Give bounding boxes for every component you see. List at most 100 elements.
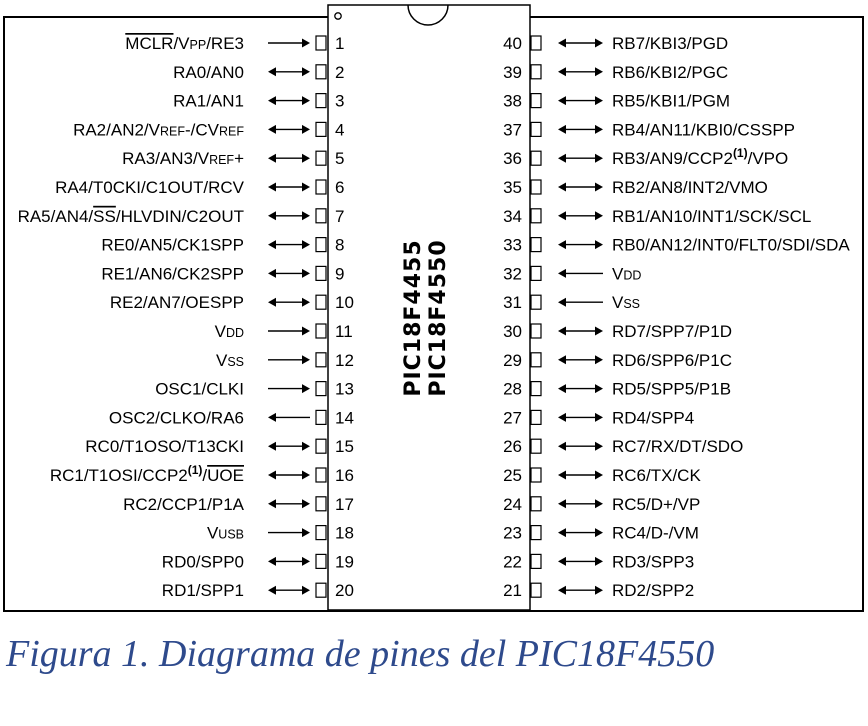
pin-12: 12 VSS [216, 351, 354, 370]
pin-arrow-bi [558, 153, 603, 163]
pin-arrow-in [268, 355, 310, 365]
pin-arrow-bi [268, 124, 310, 134]
pin-arrow-bi [268, 268, 310, 278]
arrow-head-icon [302, 528, 310, 538]
pin-arrow-bi [268, 182, 310, 192]
chip-name-pic18f4455: PIC18F4455 [401, 239, 426, 396]
pin1-marker-dot [334, 12, 342, 20]
arrow-head-icon [268, 412, 276, 422]
pin-label: RB1/AN10/INT1/SCK/SCL [612, 207, 811, 226]
arrow-head-icon [595, 441, 603, 451]
arrow-head-icon [302, 153, 310, 163]
pin-label-part: RD0/SPP0 [162, 552, 244, 571]
pin-number: 9 [335, 264, 344, 283]
pin-number: 13 [335, 380, 354, 399]
arrow-head-icon [558, 326, 566, 336]
pin-label-part: / [202, 466, 207, 485]
pin-number: 6 [335, 178, 344, 197]
pin-label: RE2/AN7/OESPP [110, 293, 244, 312]
pin-38: 38 RB5/KBI1/PGM [503, 92, 730, 111]
pin-label-part: RB4/AN11/KBI0/CSSPP [612, 120, 795, 139]
pin-pad [315, 582, 327, 598]
pin-18: 18 VUSB [207, 524, 354, 543]
pin-6: 6 RA4/T0CKI/C1OUT/RCV [55, 178, 344, 197]
pin-label-part: DD [226, 326, 244, 340]
pin-pad [530, 438, 542, 454]
pin-label: RB3/AN9/CCP2(1)/VPO [612, 146, 788, 168]
arrow-head-icon [558, 585, 566, 595]
arrow-head-icon [302, 585, 310, 595]
arrow-head-icon [268, 124, 276, 134]
pin-10: 10 RE2/AN7/OESPP [110, 293, 354, 312]
arrow-head-icon [558, 528, 566, 538]
pin-pad [315, 381, 327, 397]
pin-arrow-bi [558, 96, 603, 106]
pin-label: RA4/T0CKI/C1OUT/RCV [55, 178, 245, 197]
pin-label-part: REF [160, 124, 185, 138]
pin-arrow-bi [558, 240, 603, 250]
pin-arrow-bi [558, 182, 603, 192]
pin-pad [315, 237, 327, 253]
pin-arrow-bi [268, 153, 310, 163]
pin-label: VSS [216, 351, 244, 370]
pin-label-part: RD2/SPP2 [612, 581, 694, 600]
pin-arrow-bi [268, 441, 310, 451]
pin-number: 28 [503, 380, 522, 399]
pin-arrow-bi [558, 124, 603, 134]
pin-label-part: + [234, 149, 244, 168]
pin-label: VDD [612, 264, 641, 283]
pin-number: 40 [503, 34, 522, 53]
pin-arrow-bi [268, 499, 310, 509]
arrow-head-icon [302, 384, 310, 394]
pin-number: 14 [335, 408, 354, 427]
arrow-head-icon [302, 240, 310, 250]
pin-label: RA5/AN4/SS/HLVDIN/C2OUT [18, 207, 244, 226]
pin-pad [315, 323, 327, 339]
pin-30: 30 RD7/SPP7/P1D [503, 322, 732, 341]
arrow-head-icon [302, 326, 310, 336]
figure-caption: Figura 1. Diagrama de pines del PIC18F45… [6, 633, 715, 675]
pin-8: 8 RE0/AN5/CK1SPP [101, 236, 344, 255]
arrow-head-icon [268, 585, 276, 595]
pin-15: 15 RC0/T1OSO/T13CKI [85, 437, 354, 456]
pin-label-part: RA1/AN1 [173, 92, 244, 111]
pin-label-part: OSC2/CLKO/RA6 [109, 408, 244, 427]
arrow-head-icon [558, 499, 566, 509]
arrow-head-icon [302, 268, 310, 278]
pin-arrow-bi [558, 355, 603, 365]
pin-number: 35 [503, 178, 522, 197]
pin-diagram: PIC18F4455 PIC18F4550 1MCLR/VPP/RE32RA0/… [3, 4, 864, 612]
arrow-head-icon [595, 585, 603, 595]
pin-5: 5 RA3/AN3/VREF+ [122, 149, 344, 168]
pin-13: 13 OSC1/CLKI [155, 380, 354, 399]
arrow-head-icon [558, 67, 566, 77]
pin-pad [315, 179, 327, 195]
chip-notch [407, 4, 449, 26]
arrow-head-icon [302, 556, 310, 566]
arrow-head-icon [595, 556, 603, 566]
arrow-head-icon [558, 441, 566, 451]
arrow-head-icon [558, 124, 566, 134]
pin-arrow-bi [558, 585, 603, 595]
pin-label: RA3/AN3/VREF+ [122, 149, 244, 168]
pin-label: RE0/AN5/CK1SPP [101, 236, 244, 255]
pin-label-part: RA5/AN4/ [18, 207, 94, 226]
pin-number: 37 [503, 120, 522, 139]
pin-arrow-bi [268, 585, 310, 595]
pin-arrow-bi [558, 67, 603, 77]
pin-29: 29 RD6/SPP6/P1C [503, 351, 732, 370]
pin-label-part: V [216, 351, 228, 370]
pin-label: OSC1/CLKI [155, 380, 244, 399]
pin-label: RA1/AN1 [173, 92, 244, 111]
pin-label-part: RC0/T1OSO/T13CKI [85, 437, 244, 456]
pin-number: 39 [503, 63, 522, 82]
arrow-head-icon [302, 182, 310, 192]
pin-label-part: REF [209, 153, 234, 167]
pin-arrow-bi [558, 326, 603, 336]
pin-1: 1 MCLR/VPP/RE3 [125, 34, 344, 53]
pin-11: 11 VDD [215, 322, 353, 341]
pin-number: 30 [503, 322, 522, 341]
pin-label: RB7/KBI3/PGD [612, 34, 728, 53]
arrow-head-icon [595, 470, 603, 480]
pin-label: RD4/SPP4 [612, 408, 694, 427]
